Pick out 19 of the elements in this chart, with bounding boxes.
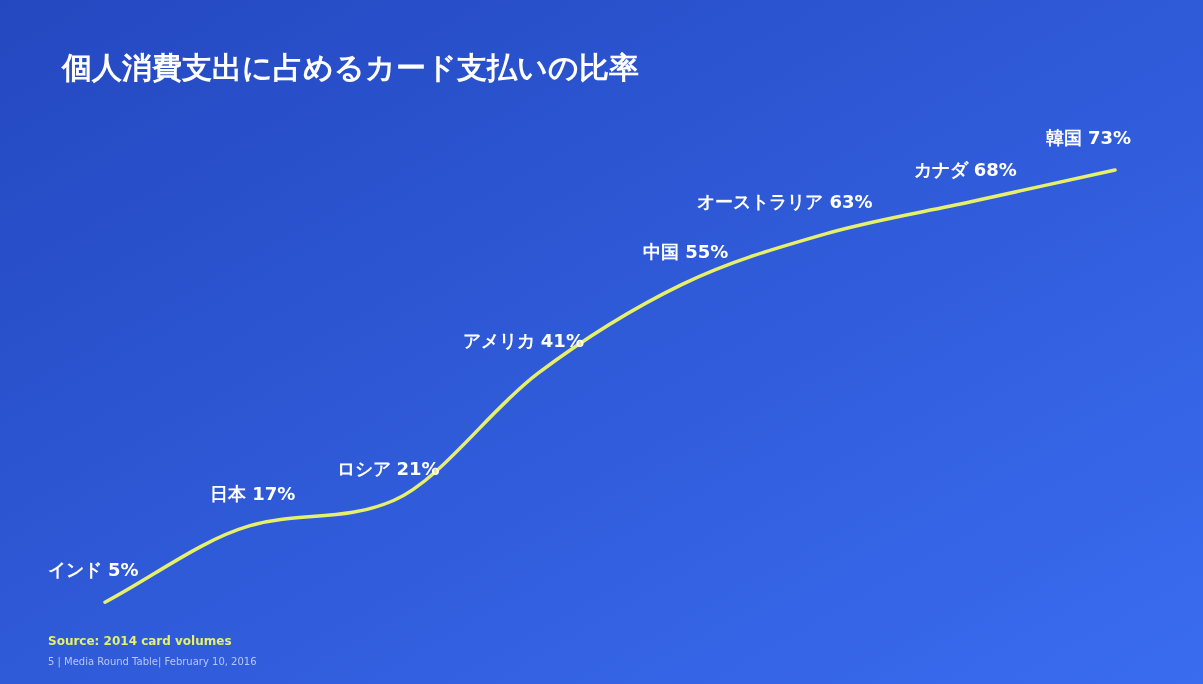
data-label: 73% bbox=[1088, 127, 1132, 148]
x-tick-label: ロシア bbox=[336, 457, 391, 479]
source-note: Source: 2014 card volumes bbox=[48, 634, 232, 648]
data-label: 41% bbox=[540, 330, 584, 352]
data-label: 63% bbox=[829, 190, 873, 212]
x-tick-label: カナダ bbox=[913, 158, 969, 180]
x-tick-label: 日本 bbox=[210, 482, 248, 504]
x-tick-label: インド bbox=[48, 559, 102, 581]
x-tick-label: オーストラリア bbox=[697, 190, 824, 212]
x-tick-label: アメリカ bbox=[462, 330, 535, 352]
text: 5 | Media Round Table| February 10, 2016 bbox=[48, 656, 257, 668]
x-tick-label: 中国 bbox=[643, 241, 680, 263]
data-label: 21% bbox=[396, 457, 440, 479]
data-label: 17% bbox=[252, 482, 296, 504]
chart-title: 個人消費支出に占めるカード支払いの比率 bbox=[61, 50, 639, 85]
data-label: 68% bbox=[973, 158, 1017, 180]
data-label: 55% bbox=[685, 241, 729, 263]
x-tick-label: 韓国 bbox=[1046, 127, 1082, 148]
data-label: 5% bbox=[108, 559, 139, 581]
